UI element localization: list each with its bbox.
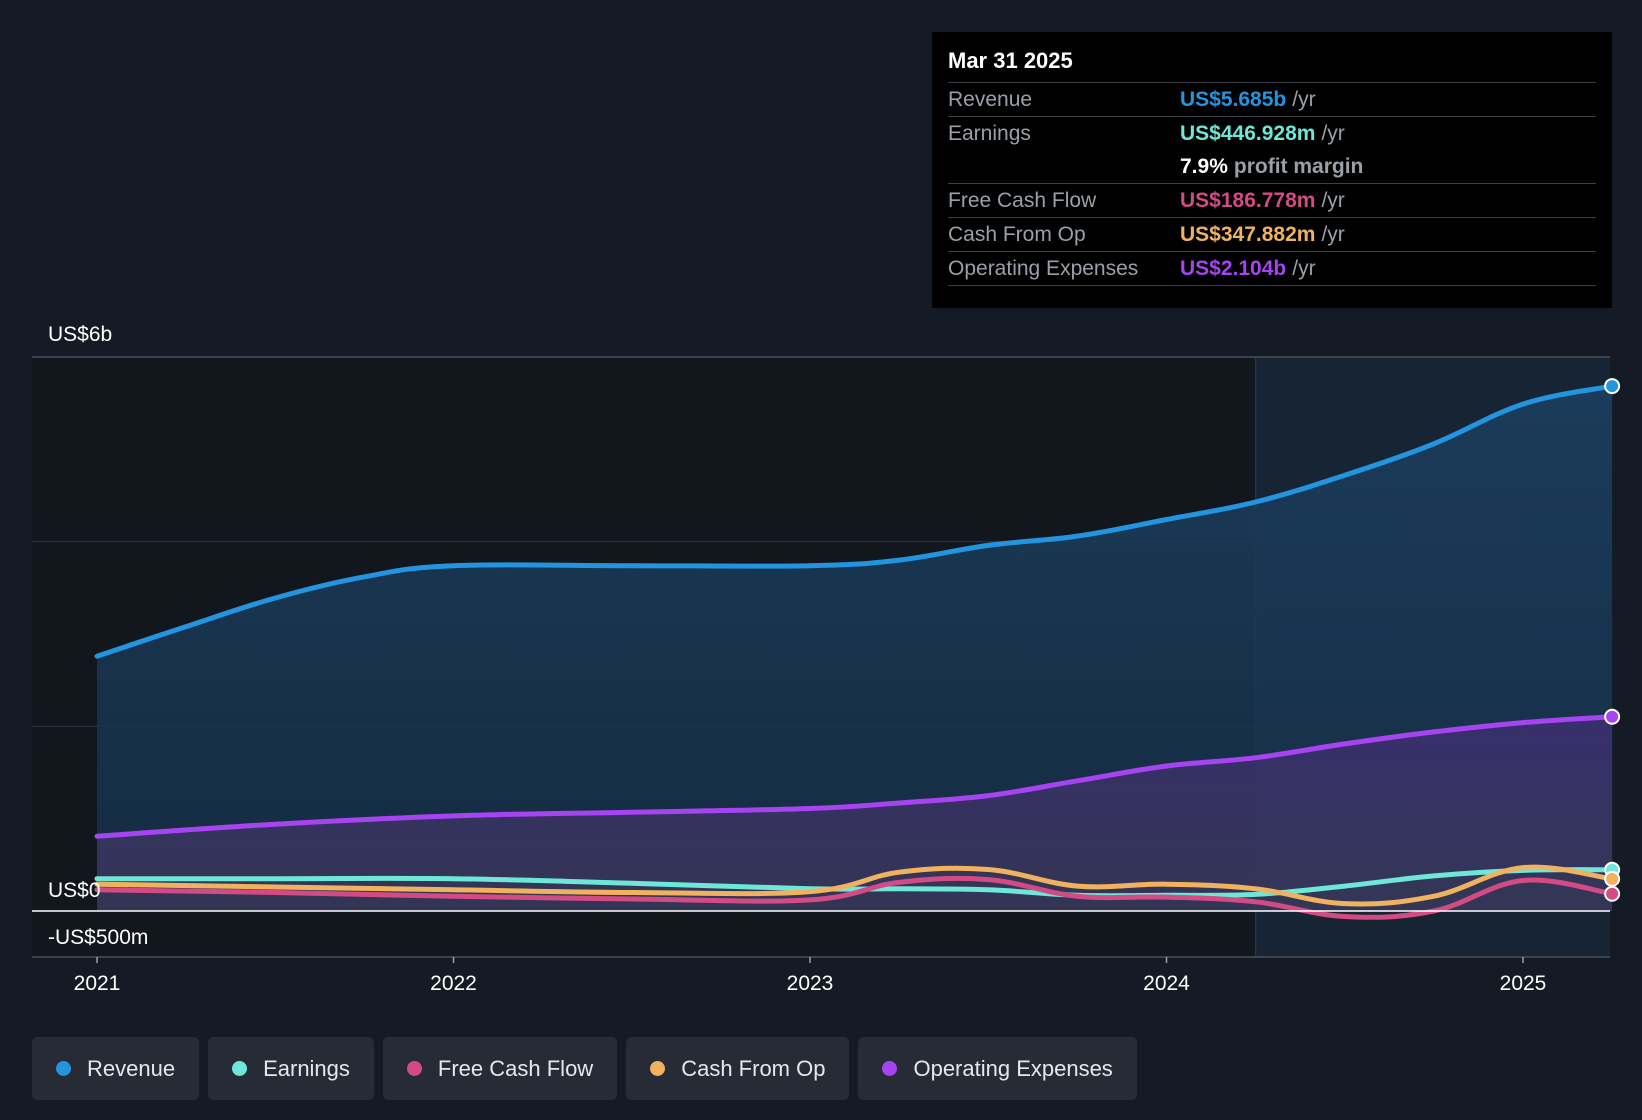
earnings-line <box>94 867 1615 899</box>
tooltip-row-earnings: Earnings US$446.928m /yr <box>948 117 1596 150</box>
x-tick-label: 2025 <box>1500 972 1547 995</box>
x-tick-label: 2021 <box>74 972 121 995</box>
x-tick-label: 2023 <box>787 972 834 995</box>
free-cash-flow-end-point <box>1604 885 1621 902</box>
profit-margin-value: 7.9% <box>1180 154 1228 178</box>
tooltip-unit: /yr <box>1321 222 1345 246</box>
cash-from-op-dot-icon <box>650 1061 666 1076</box>
legend-label: Earnings <box>263 1055 350 1081</box>
free-cash-flow-line <box>94 875 1615 920</box>
tooltip-value: US$2.104b <box>1180 256 1287 280</box>
tooltip-label: Free Cash Flow <box>948 188 1097 212</box>
tooltip-label: Cash From Op <box>948 222 1086 246</box>
legend-item-earnings[interactable]: Earnings <box>208 1037 374 1100</box>
legend-item-cash-from-op[interactable]: Cash From Op <box>626 1037 850 1100</box>
x-tick-label: 2022 <box>430 972 477 995</box>
tooltip-date: Mar 31 2025 <box>948 46 1596 83</box>
legend-label: Cash From Op <box>681 1055 826 1081</box>
tooltip-unit: /yr <box>1292 87 1316 111</box>
tooltip-unit: /yr <box>1292 256 1316 280</box>
tooltip-row-revenue: Revenue US$5.685b /yr <box>948 83 1596 117</box>
profit-margin-label: profit margin <box>1233 154 1364 178</box>
legend-label: Operating Expenses <box>913 1055 1113 1081</box>
cash-from-op-line <box>94 864 1615 907</box>
free-cash-flow-dot-icon <box>406 1061 422 1076</box>
tooltip-row-fcf: Free Cash Flow US$186.778m /yr <box>948 184 1596 218</box>
operating-expenses-line <box>94 714 1615 839</box>
tooltip-row-cfo: Cash From Op US$347.882m /yr <box>948 218 1596 252</box>
tooltip-value: US$347.882m <box>1180 222 1316 246</box>
tooltip-row-margin: 7.9% profit margin <box>948 150 1596 184</box>
tooltip-label: Earnings <box>948 121 1031 145</box>
legend-item-revenue[interactable]: Revenue <box>32 1037 200 1100</box>
tooltip-value: US$186.778m <box>1180 188 1316 212</box>
operating-expenses-end-point <box>1604 708 1621 725</box>
earnings-dot-icon <box>232 1061 248 1076</box>
legend: Revenue Earnings Free Cash Flow Cash Fro… <box>32 1037 1137 1100</box>
y-tick-label: US$0 <box>48 879 101 902</box>
tooltip-value: US$5.685b <box>1180 87 1287 111</box>
legend-item-free-cash-flow[interactable]: Free Cash Flow <box>382 1037 618 1100</box>
tooltip: Mar 31 2025 Revenue US$5.685b /yr Earnin… <box>932 32 1612 308</box>
legend-label: Free Cash Flow <box>437 1055 594 1081</box>
y-tick-label: -US$500m <box>48 926 148 949</box>
tooltip-label: Revenue <box>948 87 1033 111</box>
tooltip-value: US$446.928m <box>1180 121 1316 145</box>
tooltip-unit: /yr <box>1321 121 1345 145</box>
cash-from-op-end-point <box>1604 870 1621 887</box>
x-tick-label: 2024 <box>1143 972 1190 995</box>
revenue-line <box>94 383 1615 659</box>
tooltip-row-opex: Operating Expenses US$2.104b /yr <box>948 252 1596 286</box>
revenue-end-point <box>1604 378 1621 395</box>
tooltip-label: Operating Expenses <box>948 256 1139 280</box>
tooltip-unit: /yr <box>1321 188 1345 212</box>
legend-item-operating-expenses[interactable]: Operating Expenses <box>858 1037 1137 1100</box>
operating-expenses-dot-icon <box>882 1061 898 1076</box>
revenue-dot-icon <box>56 1061 71 1076</box>
legend-label: Revenue <box>87 1055 176 1081</box>
y-tick-label: US$6b <box>48 323 112 346</box>
operating-expenses-area <box>97 716 1613 911</box>
